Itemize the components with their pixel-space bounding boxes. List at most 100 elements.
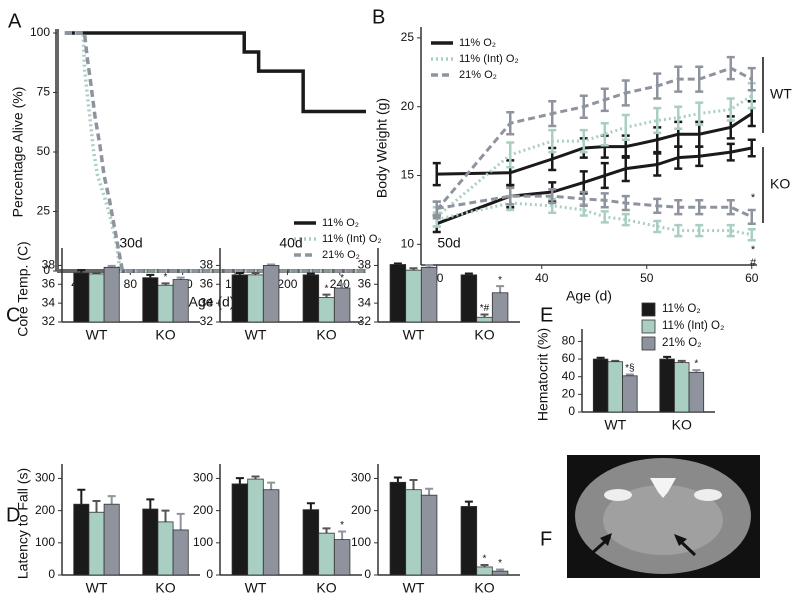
significance-mark: * — [164, 272, 168, 283]
group-label: KO — [770, 176, 790, 192]
error-bar — [653, 106, 662, 135]
panel-label: A — [8, 10, 22, 32]
legend-swatch — [641, 302, 656, 317]
mri-image — [567, 455, 760, 578]
x-tick-label: WT — [86, 327, 108, 343]
y-tick-label: 36 — [42, 276, 56, 290]
error-bar — [653, 219, 662, 234]
bar — [231, 483, 249, 576]
line — [435, 66, 753, 211]
bar — [460, 274, 478, 323]
error-bar — [267, 481, 276, 490]
legend-label: 21% O₂ — [322, 249, 360, 261]
error-bar — [338, 283, 347, 289]
error-bar — [747, 208, 756, 225]
error-bar — [695, 223, 704, 238]
y-tick-label: 100 — [193, 535, 213, 549]
legend-label: 11% O₂ — [662, 303, 701, 315]
bar — [103, 503, 120, 576]
x-tick-label: KO — [474, 580, 494, 596]
y-tick-label: 15 — [401, 168, 415, 182]
error-bar — [338, 530, 347, 540]
bar — [420, 266, 438, 323]
error-bar — [107, 495, 116, 505]
significance-mark: * — [340, 520, 344, 531]
y-tick-label: 100 — [35, 535, 55, 549]
error-bar — [161, 509, 170, 522]
y-tick-label: 38 — [42, 258, 56, 272]
hyperintensity — [694, 489, 722, 501]
legend-swatch — [641, 336, 656, 351]
line — [64, 31, 366, 114]
significance-mark: *§ — [625, 363, 634, 374]
bar — [262, 489, 280, 576]
bar — [157, 284, 174, 323]
panel-label: D — [6, 504, 20, 526]
x-tick-label: WT — [604, 417, 626, 433]
x-axis-label: Age (d) — [189, 294, 235, 310]
bar — [157, 521, 174, 576]
panel-label: C — [6, 304, 20, 326]
panel-label: E — [540, 304, 553, 326]
y-tick-label: 36 — [358, 276, 372, 290]
error-bar — [322, 293, 331, 298]
x-tick-label: 60 — [745, 271, 759, 285]
legend-label: 11% O₂ — [322, 217, 359, 229]
line — [436, 146, 753, 226]
bar — [172, 279, 189, 323]
x-tick-label: 200 — [277, 277, 297, 291]
bar — [460, 506, 478, 576]
x-tick-label: 80 — [124, 277, 138, 291]
error-bar — [432, 161, 441, 187]
significance-mark: *# — [480, 303, 490, 314]
line — [435, 94, 753, 218]
x-tick-label: 40 — [535, 271, 549, 285]
bar — [659, 358, 675, 413]
error-bar — [726, 223, 735, 238]
legend-label: 21% O₂ — [662, 337, 702, 349]
error-bar — [176, 512, 185, 530]
y-tick-label: 300 — [35, 471, 55, 485]
y-tick-label: 50 — [37, 144, 51, 158]
y-tick-label: 200 — [35, 503, 55, 517]
significance-mark: * — [498, 558, 502, 569]
y-tick-label: 100 — [351, 535, 371, 549]
y-tick-label: 75 — [37, 85, 51, 99]
bar — [103, 266, 120, 323]
error-bar — [425, 487, 434, 496]
bar — [142, 277, 159, 323]
ventricle — [650, 478, 676, 498]
legend-label: 11% (Int) O₂ — [459, 53, 519, 65]
significance-mark: * — [751, 192, 756, 204]
bar — [607, 361, 623, 413]
error-bar — [600, 121, 609, 147]
legend-swatch — [641, 319, 656, 334]
bar — [389, 481, 407, 576]
brain-region — [603, 485, 723, 555]
y-tick-label: 34 — [42, 295, 56, 309]
panel-title: 40d — [279, 235, 302, 251]
x-tick-label: KO — [155, 327, 175, 343]
line — [436, 112, 753, 176]
bar — [247, 274, 264, 323]
bar — [73, 272, 90, 323]
y-axis-label: Hematocrit (%) — [535, 328, 551, 421]
bar — [231, 274, 249, 323]
line — [64, 31, 366, 273]
x-tick-label: KO — [672, 417, 692, 433]
x-tick-label: WT — [245, 580, 267, 596]
y-tick-label: 36 — [200, 276, 214, 290]
error-bar — [77, 269, 86, 273]
x-tick-label: WT — [403, 580, 425, 596]
y-tick-label: 20 — [401, 99, 415, 113]
x-tick-label: KO — [316, 327, 336, 343]
y-tick-label: 25 — [37, 204, 51, 218]
bar — [88, 511, 105, 576]
y-tick-label: 38 — [200, 258, 214, 272]
bar — [592, 358, 609, 413]
bar — [333, 539, 351, 576]
y-tick-label: 300 — [193, 471, 213, 485]
y-tick-label: 20 — [562, 387, 576, 401]
error-bar — [393, 476, 402, 483]
error-bar — [726, 199, 735, 216]
